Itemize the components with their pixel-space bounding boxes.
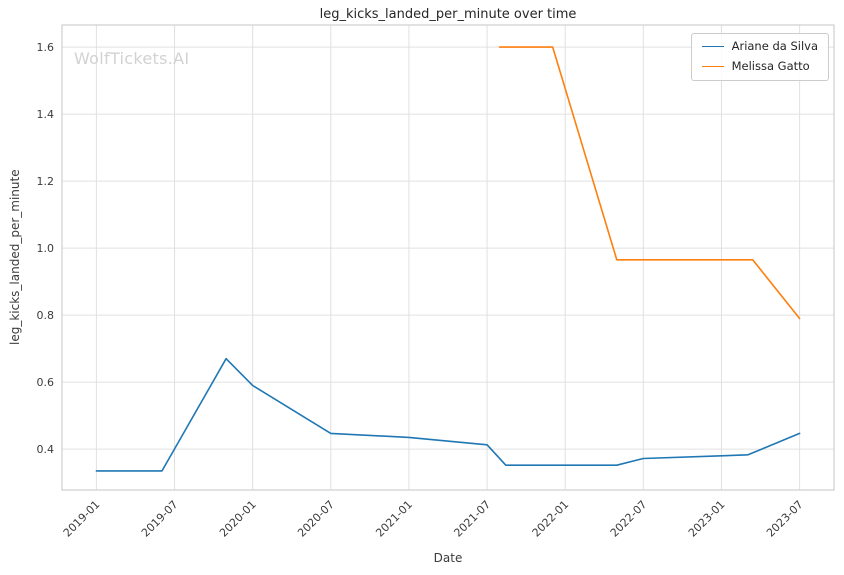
plot-border [61,24,835,491]
x-tick-label: 2019-07 [139,498,181,540]
x-tick-label: 2022-01 [530,498,572,540]
legend-item: Ariane da Silva [701,39,818,54]
y-tick-label: 1.2 [37,175,55,188]
y-tick-label: 1.4 [37,108,55,121]
legend-label: Ariane da Silva [731,39,818,53]
legend-line-swatch [701,46,724,48]
x-tick-label: 2022-07 [608,498,650,540]
x-tick-label: 2019-01 [61,498,103,540]
y-tick-label: 0.4 [37,443,55,456]
legend-item: Melissa Gatto [701,58,818,74]
y-tick-label: 1.0 [37,242,55,255]
legend: Ariane da Silva Melissa Gatto [690,33,829,81]
series-line-melissa-gatto [498,46,801,320]
x-tick-label: 2023-07 [764,498,806,540]
y-tick-label: 0.8 [37,309,55,322]
chart-title: leg_kicks_landed_per_minute over time [319,7,577,22]
x-tick-label: 2021-01 [373,498,415,540]
x-tick-label: 2020-07 [295,498,337,540]
y-tick-label: 0.6 [37,376,55,389]
x-tick-label: 2020-01 [217,498,259,540]
series-line-ariane-da-silva [95,357,801,472]
x-tick-label: 2023-01 [686,498,728,540]
x-axis-label: Date [433,551,463,565]
watermark: WolfTickets.AI [74,49,190,68]
y-tick-label: 1.6 [37,41,55,54]
legend-line-swatch [701,66,724,68]
y-axis-label: leg_kicks_landed_per_minute [8,169,22,346]
x-tick-label: 2021-07 [451,498,493,540]
legend-label: Melissa Gatto [731,58,810,73]
